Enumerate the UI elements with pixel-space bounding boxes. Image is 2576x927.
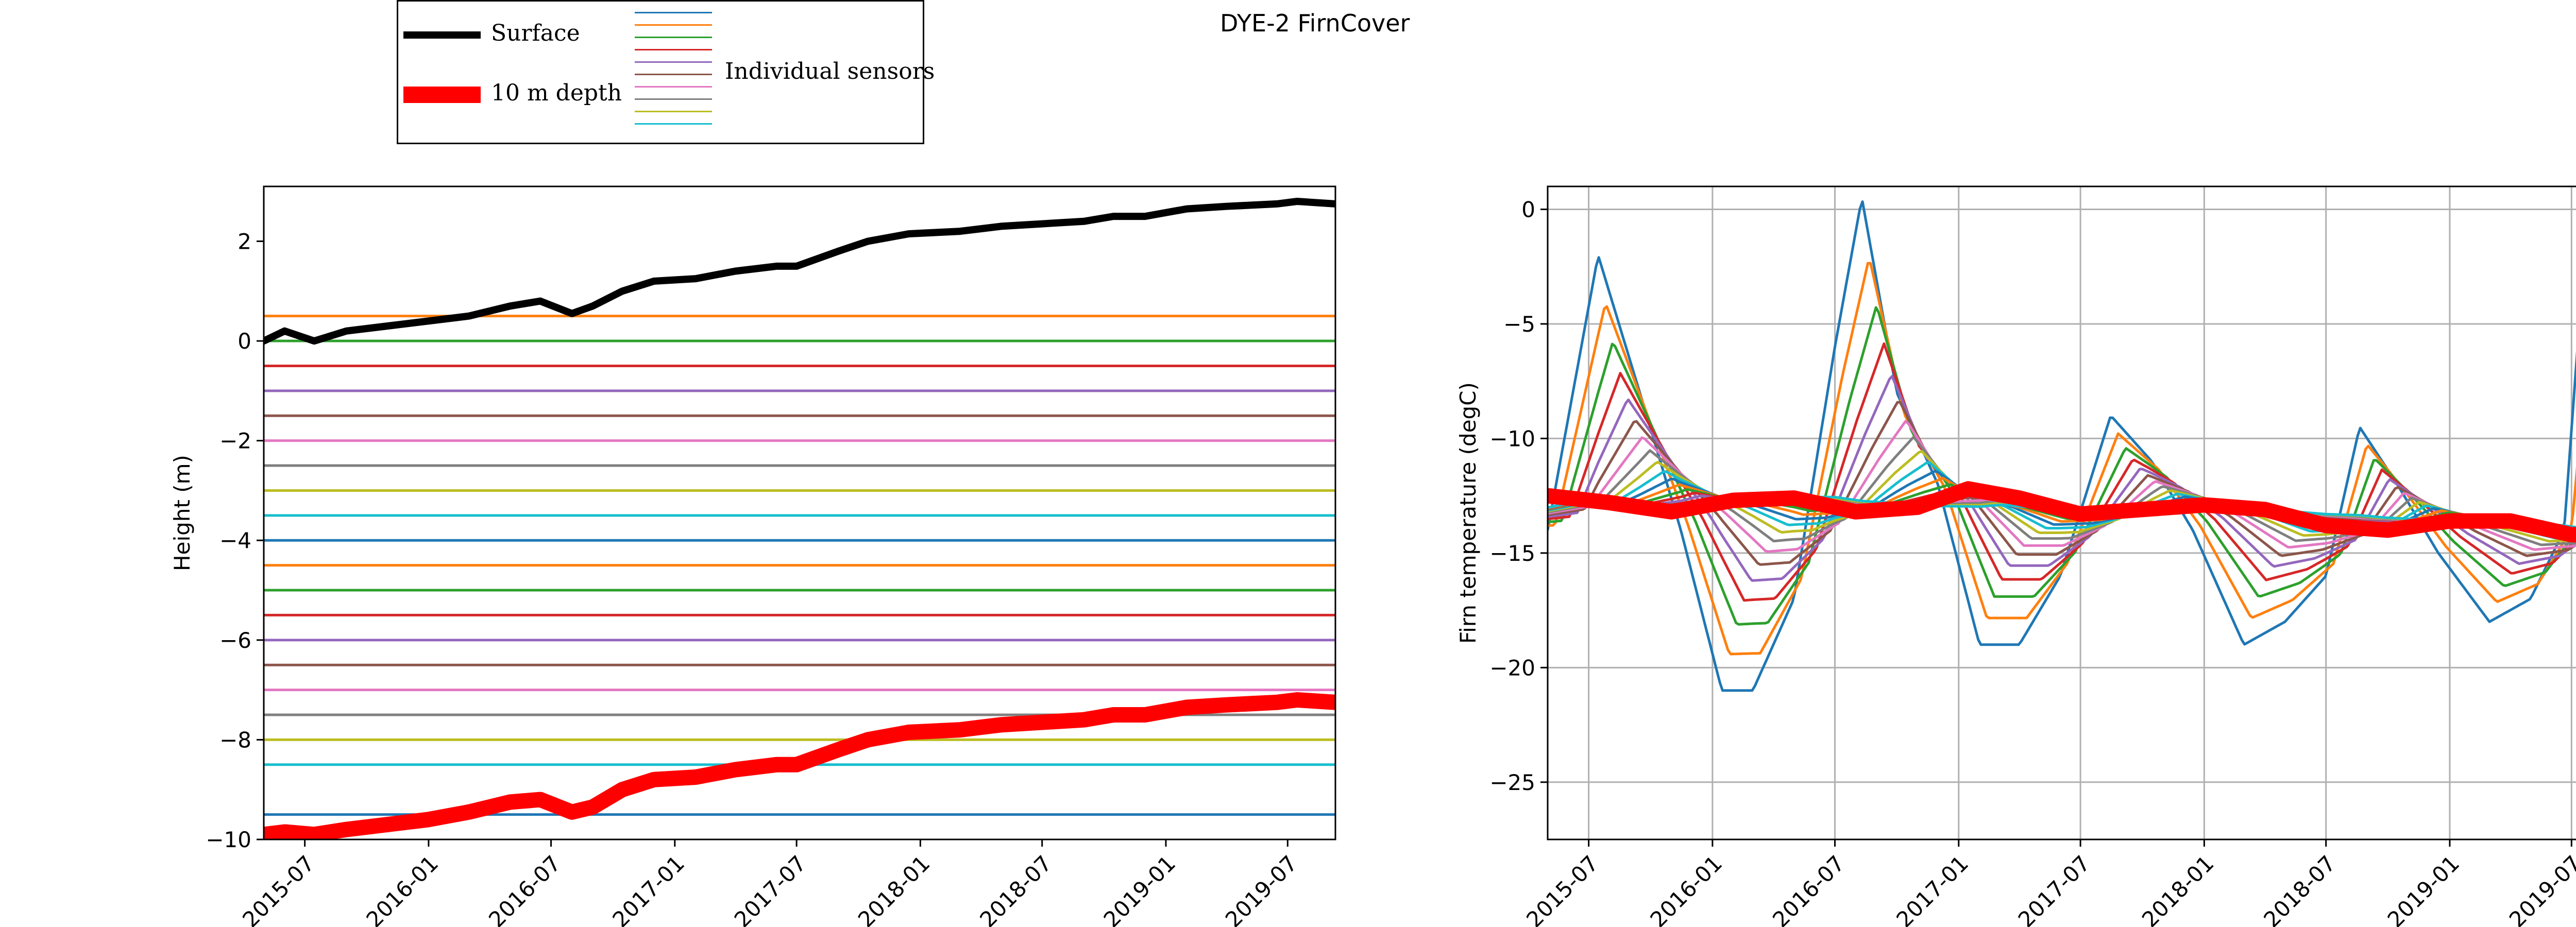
y-tick-label: 0 <box>1521 197 1535 222</box>
legend-depth-line <box>403 87 481 103</box>
y-tick-label: 2 <box>238 229 251 254</box>
legend-sensor-line <box>635 123 712 125</box>
y-tick-label: −20 <box>1489 655 1535 680</box>
left-panel: −10 −8 −6 −4 −2 0 2 2015-07 2016-01 2016-07 2017-0… <box>170 185 1336 927</box>
surface-line <box>264 198 1335 345</box>
legend-sensor-line <box>635 61 712 63</box>
x-tick-label: 2018-07 <box>2259 851 2341 927</box>
axes-frame <box>1547 185 2576 840</box>
y-tick-label: −10 <box>206 827 251 852</box>
legend-sensor-line <box>635 49 712 50</box>
x-tick-label: 2018-01 <box>853 851 935 927</box>
y-tick-label: −15 <box>1489 541 1535 566</box>
depth-line <box>264 692 1335 839</box>
depth-temp-line <box>1548 481 2576 543</box>
legend-sensor-line <box>635 12 712 13</box>
legend-sensor-line <box>635 98 712 100</box>
legend: Surface 10 m depth Individual sensors <box>397 0 935 144</box>
right-panel: −25 −20 −15 −10 −5 0 2015-07 2016-01 2016-07 2017… <box>1455 185 2576 927</box>
legend-surface-label: Surface <box>491 20 580 46</box>
x-tick-label: 2016-01 <box>1645 851 1727 927</box>
x-tick-label: 2017-07 <box>2013 851 2095 927</box>
sensor-temp-line <box>1548 342 2576 602</box>
figure-title: DYE-2 FirnCover <box>1220 9 1410 37</box>
y-tick-label: −8 <box>219 727 251 752</box>
x-tick-label: 2019-07 <box>2504 851 2576 927</box>
y-tick-label: −2 <box>219 428 251 454</box>
x-tick-label: 2016-07 <box>1768 851 1850 927</box>
y-tick-label: −10 <box>1489 426 1535 451</box>
legend-sensor-line <box>635 111 712 112</box>
x-tick-label: 2018-01 <box>2137 851 2219 927</box>
x-tick-label: 2018-07 <box>975 851 1057 927</box>
y-tick-label: −25 <box>1489 770 1535 795</box>
y-tick-label: −4 <box>219 528 251 553</box>
y-axis-label: Firn temperature (degC) <box>1455 382 1481 644</box>
sensor-temp-line <box>1548 200 2576 692</box>
legend-sensor-line <box>635 86 712 88</box>
legend-sensor-line <box>635 74 712 75</box>
x-tick-label: 2017-07 <box>730 851 811 927</box>
legend-depth-label: 10 m depth <box>491 80 622 106</box>
x-tick-label: 2016-01 <box>361 851 443 927</box>
y-tick-label: −6 <box>219 628 251 653</box>
plot-area <box>1548 200 2576 692</box>
x-tick-label: 2016-07 <box>484 851 566 927</box>
y-axis-label: Height (m) <box>170 455 195 571</box>
x-tick-label: 2015-07 <box>238 851 319 927</box>
legend-sensor-line <box>635 24 712 26</box>
x-tick-label: 2017-01 <box>607 851 689 927</box>
x-tick-label: 2015-07 <box>1521 851 1603 927</box>
legend-surface-line <box>403 31 481 39</box>
x-tick-label: 2019-01 <box>1098 851 1180 927</box>
x-tick-label: 2017-01 <box>1891 851 1973 927</box>
sensor-temp-line <box>1548 262 2576 656</box>
y-tick-label: −5 <box>1503 312 1535 337</box>
plot-area <box>264 198 1335 839</box>
axes-frame <box>263 185 1336 840</box>
sensor-temp-line <box>1548 306 2576 626</box>
legend-sensor-line <box>635 37 712 38</box>
y-tick-label: 0 <box>238 329 251 354</box>
x-tick-label: 2019-07 <box>1221 851 1302 927</box>
x-tick-label: 2019-01 <box>2382 851 2464 927</box>
legend-sensors-label: Individual sensors <box>725 58 935 84</box>
